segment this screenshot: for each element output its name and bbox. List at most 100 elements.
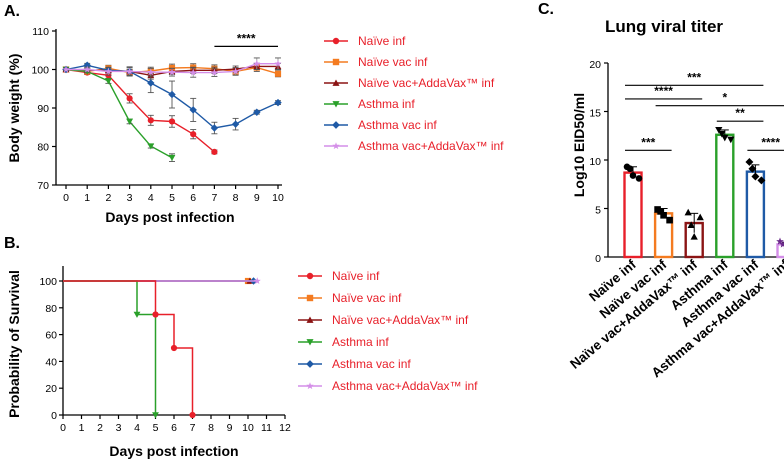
bottom-legend-label-naive_inf: Naïve inf <box>332 269 380 283</box>
panel-b-xtick-label: 9 <box>227 422 233 434</box>
panel-c-chart: Lung viral titer Log10 EID50/ml 0 5 10 15 20… <box>567 17 784 380</box>
top-legend-marker-naive_inf <box>332 37 340 45</box>
panel-b-label: B. <box>4 235 20 252</box>
panel-c-datapoint <box>690 233 698 240</box>
panel-b-xtick-label: 0 <box>60 422 66 434</box>
panel-a-xtick-label: 1 <box>84 192 90 204</box>
panel-b-point <box>152 311 159 318</box>
panel-a-ytick-label: 90 <box>37 103 49 115</box>
panel-a-point <box>190 131 197 138</box>
panel-b-ytick-label: 40 <box>45 356 57 368</box>
panel-c-ytick-label: 20 <box>589 59 601 71</box>
panel-b-ytick-label: 100 <box>39 276 57 288</box>
panel-b-survival-line <box>63 280 194 415</box>
panel-a-point <box>147 79 155 87</box>
top-legend-marker-naive_vac_adda <box>332 79 340 86</box>
panel-a-point <box>231 120 240 128</box>
panel-a-xtick-label: 6 <box>190 192 196 204</box>
panel-c-significance-label: *** <box>687 70 701 84</box>
bottom-legend-label-naive_vac_inf: Naïve vac inf <box>332 291 402 305</box>
panel-a-point <box>147 117 154 124</box>
panel-a-ytick-label: 110 <box>32 26 49 38</box>
panel-c-ytick-label: 0 <box>595 253 601 265</box>
panel-c-bar-asthma_vac_inf <box>745 170 766 259</box>
panel-b-ylabel: Probability of Survival <box>6 270 22 418</box>
bottom-legend-label-naive_vac_adda: Naïve vac+AddaVax™ inf <box>332 313 469 327</box>
panel-b-ytick-label: 0 <box>51 410 57 422</box>
top-legend-label-naive_vac_inf: Naïve vac inf <box>358 55 428 69</box>
panel-b-xtick-label: 3 <box>116 422 122 434</box>
panel-a-ylabel: Body weight (%) <box>6 54 22 163</box>
panel-a-xtick-label: 3 <box>127 192 133 204</box>
panel-c-bar-naive_inf <box>623 171 643 259</box>
panel-c-datapoint <box>776 237 784 245</box>
bottom-legend-marker-asthma_inf <box>306 339 314 346</box>
bottom-legend-marker-naive_inf <box>306 272 314 280</box>
top-legend-marker-naive_vac_inf <box>332 58 340 66</box>
panel-c-datapoint <box>721 134 729 142</box>
panel-a-ytick-label: 100 <box>31 65 49 77</box>
panel-a-point <box>126 118 134 125</box>
panel-b-xtick-label: 4 <box>134 422 140 434</box>
panel-c-ytick-label: 5 <box>595 205 601 217</box>
panel-a-point <box>83 65 91 73</box>
panel-a-point <box>104 78 112 85</box>
panel-c-datapoint <box>757 176 766 185</box>
panel-c-significance-label: * <box>722 91 727 105</box>
bottom-legend-label-asthma_vac_inf: Asthma vac inf <box>332 357 411 371</box>
panel-a-xtick-label: 0 <box>63 192 69 204</box>
panel-c-datapoint <box>696 213 704 221</box>
panel-a-point <box>62 65 70 73</box>
panel-a-significance: **** <box>237 31 256 45</box>
legend-bottom: Naïve inf Naïve vac inf Naïve vac+AddaVax™… <box>298 269 478 393</box>
top-legend-label-asthma_vac_inf: Asthma vac inf <box>358 118 437 132</box>
panel-c-datapoint <box>666 216 673 224</box>
panel-b-point <box>133 311 141 318</box>
top-legend-marker-asthma_vac_inf <box>332 121 340 129</box>
panel-a-xtick-label: 7 <box>211 192 217 204</box>
panel-a-point <box>168 90 176 99</box>
panel-c-bar-asthma_inf <box>715 133 735 259</box>
panel-a-point <box>274 98 282 107</box>
panel-a-point <box>189 106 197 114</box>
panel-a-point <box>232 67 240 75</box>
panel-c-datapoint <box>779 240 784 248</box>
panel-a-label: A. <box>4 3 20 20</box>
panel-a-point <box>168 118 176 125</box>
panel-a-point <box>126 95 133 102</box>
panel-b-ytick-label: 80 <box>45 303 57 315</box>
panel-a-point <box>104 67 112 75</box>
bottom-legend-label-asthma_inf: Asthma inf <box>332 335 389 349</box>
panel-b-point <box>152 412 159 419</box>
panel-b-xtick-label: 7 <box>190 422 196 434</box>
bottom-legend-marker-asthma_vac_adda <box>306 382 314 390</box>
panel-b-xtick-label: 5 <box>153 422 159 434</box>
panel-c-title: Lung viral titer <box>605 17 723 36</box>
panel-c-bar-asthma_vac_adda <box>776 243 784 259</box>
panel-a-xtick-label: 8 <box>233 192 239 204</box>
panel-c-datapoint <box>687 221 695 228</box>
legend-top: Naïve inf Naïve vac inf Naïve vac+AddaVax™… <box>324 34 504 153</box>
panel-a-xtick-label: 4 <box>148 192 154 204</box>
panel-c-ytick-label: 15 <box>589 108 601 120</box>
panel-b-survival-line <box>63 280 157 415</box>
panel-c-significance-label: **** <box>654 84 673 98</box>
top-legend-label-naive_inf: Naïve inf <box>358 34 406 48</box>
panel-c-datapoint <box>748 164 757 173</box>
panel-c-significance-label: ** <box>735 106 745 120</box>
top-legend-label-asthma_inf: Asthma inf <box>358 97 415 111</box>
panel-a-point <box>189 68 197 76</box>
panel-a-point <box>253 108 261 116</box>
panel-a-point <box>168 68 176 76</box>
panel-b-point <box>189 411 196 419</box>
panel-c-datapoint <box>751 172 760 181</box>
panel-c-datapoint <box>629 172 637 179</box>
panel-c-datapoint <box>626 165 634 173</box>
panel-c-datapoint <box>745 157 754 166</box>
bottom-legend-label-asthma_vac_adda: Asthma vac+AddaVax™ inf <box>332 379 478 393</box>
panel-b-xtick-label: 11 <box>261 422 272 434</box>
panel-a-point <box>147 68 155 76</box>
panel-a-xtick-label: 9 <box>254 192 260 204</box>
panel-b-xtick-label: 10 <box>242 422 254 434</box>
